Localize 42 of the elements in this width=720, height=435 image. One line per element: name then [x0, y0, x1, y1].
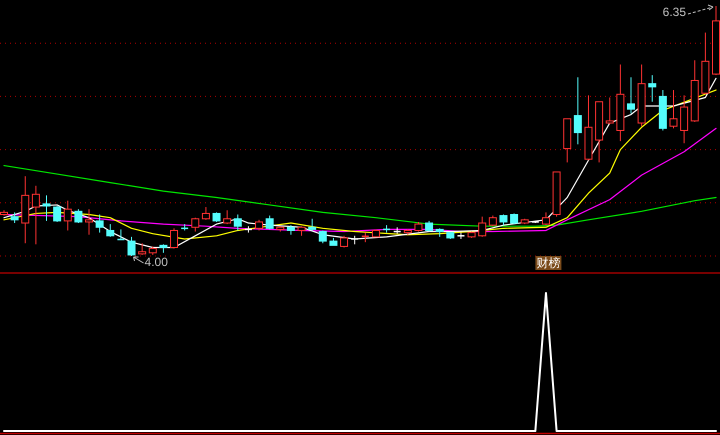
- candlestick: [128, 236, 136, 256]
- candlestick: [414, 221, 422, 232]
- candlestick: [680, 94, 688, 144]
- candlestick: [478, 216, 486, 238]
- candlestick: [574, 76, 582, 145]
- annotation: 6.35: [662, 5, 686, 19]
- candlestick: [669, 90, 678, 129]
- candlestick: [318, 230, 327, 244]
- candlestick: [606, 96, 614, 125]
- candlestick: [191, 217, 200, 232]
- candlestick: [202, 206, 210, 220]
- candlestick: [266, 215, 274, 230]
- candlestick: [542, 212, 550, 226]
- annotation: 4.00: [144, 255, 168, 269]
- candlestick: [42, 194, 51, 222]
- candlestick: [648, 74, 656, 102]
- candlestick: [106, 224, 114, 238]
- candlestick: [170, 228, 178, 250]
- candlestick: [499, 214, 508, 226]
- candlestick: [308, 218, 316, 231]
- candlestick: [212, 212, 221, 222]
- annotation: 财榜: [536, 256, 560, 270]
- candlestick: [286, 224, 295, 236]
- candlestick: [74, 208, 82, 224]
- candlestick: [85, 208, 94, 236]
- candlestick: [488, 215, 497, 227]
- candlestick: [138, 242, 146, 256]
- candlestick: [223, 210, 232, 225]
- candlestick: [53, 206, 62, 222]
- candlestick: [626, 76, 635, 114]
- candlestick: [255, 219, 264, 231]
- candlestick: [116, 228, 126, 241]
- candlestick: [64, 200, 72, 231]
- candlestick: [96, 214, 104, 234]
- candlestick: [32, 185, 40, 245]
- candlestick: [340, 235, 348, 248]
- candlestick: [425, 220, 434, 232]
- candlestick: [234, 214, 242, 231]
- candlestick: [298, 226, 306, 236]
- candlestick: [361, 232, 370, 243]
- candlestick: [510, 212, 518, 225]
- candlestick: [10, 212, 19, 224]
